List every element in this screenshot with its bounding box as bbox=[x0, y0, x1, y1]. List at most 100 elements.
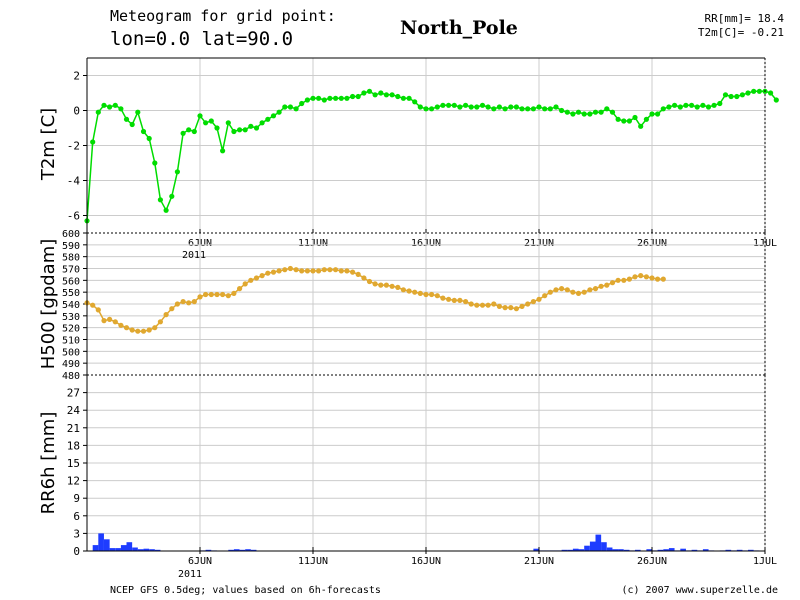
data-point bbox=[225, 120, 231, 126]
data-point bbox=[287, 265, 293, 272]
data-point bbox=[587, 287, 593, 293]
data-point bbox=[542, 293, 548, 299]
y-tick-label: 560 bbox=[62, 276, 80, 287]
data-point bbox=[660, 106, 666, 112]
data-point bbox=[203, 120, 209, 126]
data-point bbox=[327, 95, 333, 101]
data-point bbox=[186, 127, 192, 133]
data-point bbox=[638, 123, 644, 129]
data-point bbox=[310, 95, 316, 101]
data-point bbox=[756, 88, 763, 94]
precip-bar bbox=[572, 548, 579, 551]
data-point bbox=[378, 90, 384, 96]
data-point bbox=[265, 116, 271, 122]
y-tick-label: 500 bbox=[62, 347, 80, 358]
data-point bbox=[434, 104, 440, 110]
data-point bbox=[717, 100, 723, 107]
precip-bar bbox=[143, 548, 150, 551]
y-tick-label: 510 bbox=[62, 336, 80, 347]
y-tick-label: -4 bbox=[67, 175, 81, 188]
data-point bbox=[406, 288, 412, 294]
data-point bbox=[468, 301, 474, 307]
data-point bbox=[220, 148, 226, 154]
precip-bar bbox=[104, 539, 110, 551]
data-point bbox=[361, 90, 367, 96]
data-point bbox=[270, 269, 277, 275]
data-point bbox=[101, 102, 107, 108]
data-point bbox=[276, 268, 282, 274]
data-point bbox=[248, 123, 254, 129]
meteogram-title: Meteogram for grid point: bbox=[110, 7, 336, 25]
t2m-axis-label: T2m [C] bbox=[38, 108, 59, 181]
data-point bbox=[112, 102, 118, 108]
data-point bbox=[242, 127, 248, 133]
data-point bbox=[547, 289, 553, 295]
precip-bar bbox=[120, 545, 127, 551]
data-point bbox=[463, 299, 469, 305]
data-point bbox=[519, 303, 525, 309]
x-tick-label: 11JUN bbox=[298, 556, 328, 567]
data-point bbox=[638, 273, 644, 279]
y-tick-label: 9 bbox=[73, 492, 80, 505]
data-point bbox=[683, 102, 689, 108]
data-point bbox=[649, 275, 655, 281]
y-tick-label: 21 bbox=[67, 422, 80, 435]
data-point bbox=[525, 106, 531, 112]
precip-bar bbox=[691, 549, 698, 551]
data-point bbox=[400, 287, 406, 293]
precip-bar bbox=[601, 542, 607, 551]
location-name: North_Pole bbox=[400, 17, 518, 39]
data-point bbox=[140, 128, 147, 135]
data-point bbox=[604, 106, 610, 112]
data-point bbox=[338, 268, 344, 274]
data-point bbox=[694, 104, 700, 110]
data-point bbox=[689, 102, 695, 108]
data-point bbox=[118, 322, 124, 328]
data-point bbox=[107, 316, 113, 322]
data-point bbox=[485, 104, 491, 110]
y-tick-label: 12 bbox=[67, 475, 80, 488]
y-tick-label: 2 bbox=[73, 70, 80, 83]
data-point bbox=[248, 277, 254, 283]
precip-bar bbox=[126, 542, 133, 551]
data-point bbox=[542, 106, 548, 112]
data-point bbox=[609, 109, 616, 115]
y-tick-label: 600 bbox=[62, 229, 80, 240]
precip-bar bbox=[702, 549, 709, 551]
precip-bar bbox=[623, 549, 630, 551]
data-point bbox=[660, 276, 666, 282]
data-point bbox=[344, 268, 350, 274]
data-point bbox=[536, 104, 542, 110]
data-point bbox=[389, 283, 395, 289]
data-point bbox=[174, 301, 180, 307]
data-point bbox=[214, 125, 220, 131]
precip-bar bbox=[635, 549, 641, 551]
x-tick-label: 16JUN bbox=[411, 556, 441, 567]
precip-bar bbox=[589, 541, 596, 551]
data-point bbox=[559, 286, 565, 292]
data-point bbox=[429, 106, 435, 112]
data-point bbox=[423, 291, 429, 298]
data-point bbox=[474, 104, 480, 110]
data-point bbox=[208, 118, 214, 124]
data-point bbox=[672, 102, 678, 108]
data-point bbox=[406, 95, 412, 101]
data-point bbox=[728, 93, 734, 100]
data-point bbox=[587, 111, 593, 117]
data-point bbox=[355, 271, 361, 277]
rr6h-axis-label: RR6h [mm] bbox=[38, 412, 59, 515]
precip-bar bbox=[205, 549, 212, 551]
x-tick-label: 26JUN bbox=[637, 556, 667, 567]
data-point bbox=[355, 93, 361, 100]
data-point bbox=[169, 306, 175, 312]
data-point bbox=[592, 286, 599, 292]
data-point bbox=[463, 102, 469, 108]
y-tick-label: 6 bbox=[73, 510, 80, 523]
data-point bbox=[237, 286, 243, 292]
data-point bbox=[575, 290, 582, 296]
data-point bbox=[242, 281, 248, 287]
data-point bbox=[412, 289, 418, 295]
y-tick-label: -6 bbox=[67, 210, 80, 223]
data-point bbox=[123, 325, 130, 331]
